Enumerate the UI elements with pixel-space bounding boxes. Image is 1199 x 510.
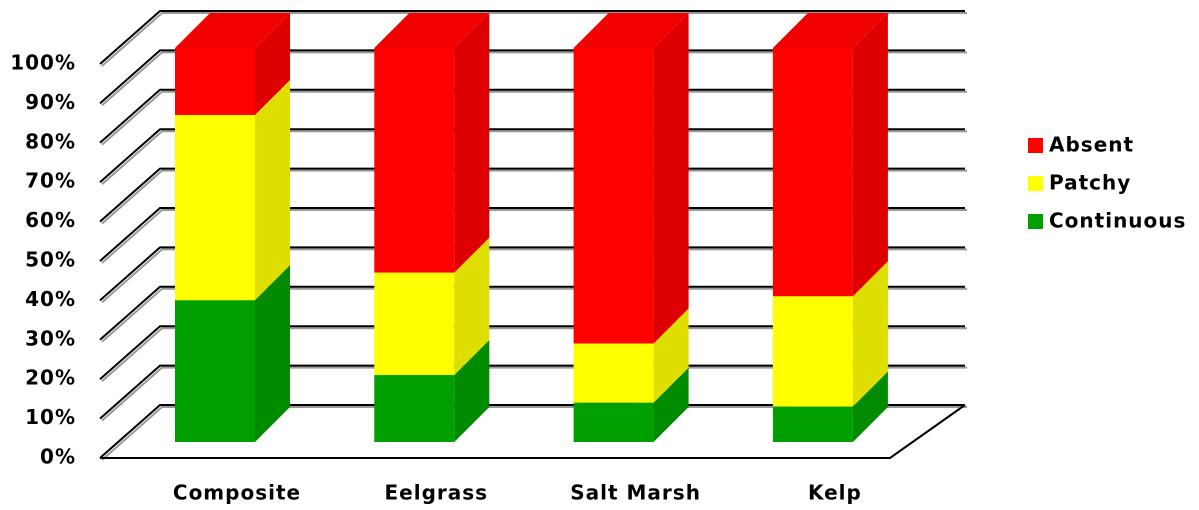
grid-line-shadow xyxy=(101,51,967,107)
bar-segment xyxy=(772,261,888,407)
bar-segment xyxy=(175,79,290,301)
bar-side xyxy=(255,79,290,301)
bar-segment xyxy=(573,308,689,403)
grid-line-shadow xyxy=(101,130,967,185)
bar-side xyxy=(653,13,689,344)
bar-segment xyxy=(175,265,290,442)
x-tick-label: Eelgrass xyxy=(385,481,489,505)
bar-side xyxy=(454,13,490,273)
bar-front xyxy=(374,48,455,273)
bar-side xyxy=(255,265,290,442)
bar-front xyxy=(772,296,853,407)
grid-line xyxy=(99,246,965,302)
bar-segment xyxy=(772,13,888,297)
bar-top xyxy=(175,13,290,48)
bar-side xyxy=(454,237,490,376)
y-tick-label: 10% xyxy=(25,405,76,429)
bar-side xyxy=(653,367,689,442)
y-tick-label: 60% xyxy=(25,208,76,232)
grid-line-shadow xyxy=(101,248,967,304)
bar-side xyxy=(852,13,888,297)
bar-side xyxy=(255,13,290,115)
grid-line xyxy=(99,325,965,380)
y-tick-label: 80% xyxy=(25,129,76,153)
legend-label: Patchy xyxy=(1049,171,1131,195)
grid-line xyxy=(99,285,965,341)
grid-line-shadow xyxy=(101,406,967,461)
bar-segment xyxy=(573,367,689,442)
bar-top xyxy=(772,13,888,48)
legend-label: Absent xyxy=(1049,133,1134,157)
legend-swatch xyxy=(1028,138,1043,153)
bar-front xyxy=(175,48,255,115)
bar-front xyxy=(175,114,255,301)
legend-swatch xyxy=(1028,214,1043,229)
legend-label: Continuous xyxy=(1049,209,1186,233)
bar-side xyxy=(852,371,888,442)
y-tick-label: 0% xyxy=(40,445,76,469)
bar-top xyxy=(573,13,689,48)
bar-front xyxy=(573,48,654,344)
y-tick-label: 40% xyxy=(25,287,76,311)
grid-line-shadow xyxy=(101,327,967,382)
bar-segment xyxy=(374,237,490,376)
grid-line xyxy=(99,128,965,183)
grid-line xyxy=(99,49,965,105)
grid-line xyxy=(99,167,965,223)
y-tick-label: 30% xyxy=(25,326,76,350)
bar-segment xyxy=(374,340,490,442)
grid-line xyxy=(99,364,965,420)
grid-line-shadow xyxy=(101,169,967,225)
grid-line-shadow xyxy=(101,287,967,343)
grid-line xyxy=(99,207,965,262)
grid-line-shadow xyxy=(101,12,967,67)
y-tick-label: 50% xyxy=(25,248,76,272)
grid-line xyxy=(99,404,965,459)
y-tick-label: 20% xyxy=(25,366,76,390)
bar-side xyxy=(852,261,888,407)
bar-side xyxy=(454,340,490,442)
bar-front xyxy=(772,48,853,297)
bar-segment xyxy=(573,13,689,344)
legend-swatch xyxy=(1028,176,1043,191)
bar-front xyxy=(374,375,455,442)
y-tick-label: 70% xyxy=(25,169,76,193)
bar-top xyxy=(374,13,490,48)
bar-segment xyxy=(772,371,888,442)
y-tick-label: 90% xyxy=(25,90,76,114)
bar-front xyxy=(175,300,255,442)
x-tick-label: Kelp xyxy=(808,481,862,505)
bar-segment xyxy=(374,13,490,273)
grid-line xyxy=(99,10,965,65)
bar-front xyxy=(573,343,654,403)
x-tick-label: Salt Marsh xyxy=(570,481,701,505)
x-tick-label: Composite xyxy=(173,481,301,505)
bar-front xyxy=(772,406,853,442)
grid-line-shadow xyxy=(101,90,967,146)
bar-front xyxy=(374,272,455,376)
grid-line-shadow xyxy=(101,366,967,422)
grid-line-shadow xyxy=(101,209,967,264)
floor-edge xyxy=(100,404,966,459)
bar-front xyxy=(573,402,654,442)
bar-side xyxy=(653,308,689,403)
y-tick-label: 100% xyxy=(10,51,76,75)
bar-segment xyxy=(175,13,290,115)
grid-line xyxy=(99,88,965,144)
